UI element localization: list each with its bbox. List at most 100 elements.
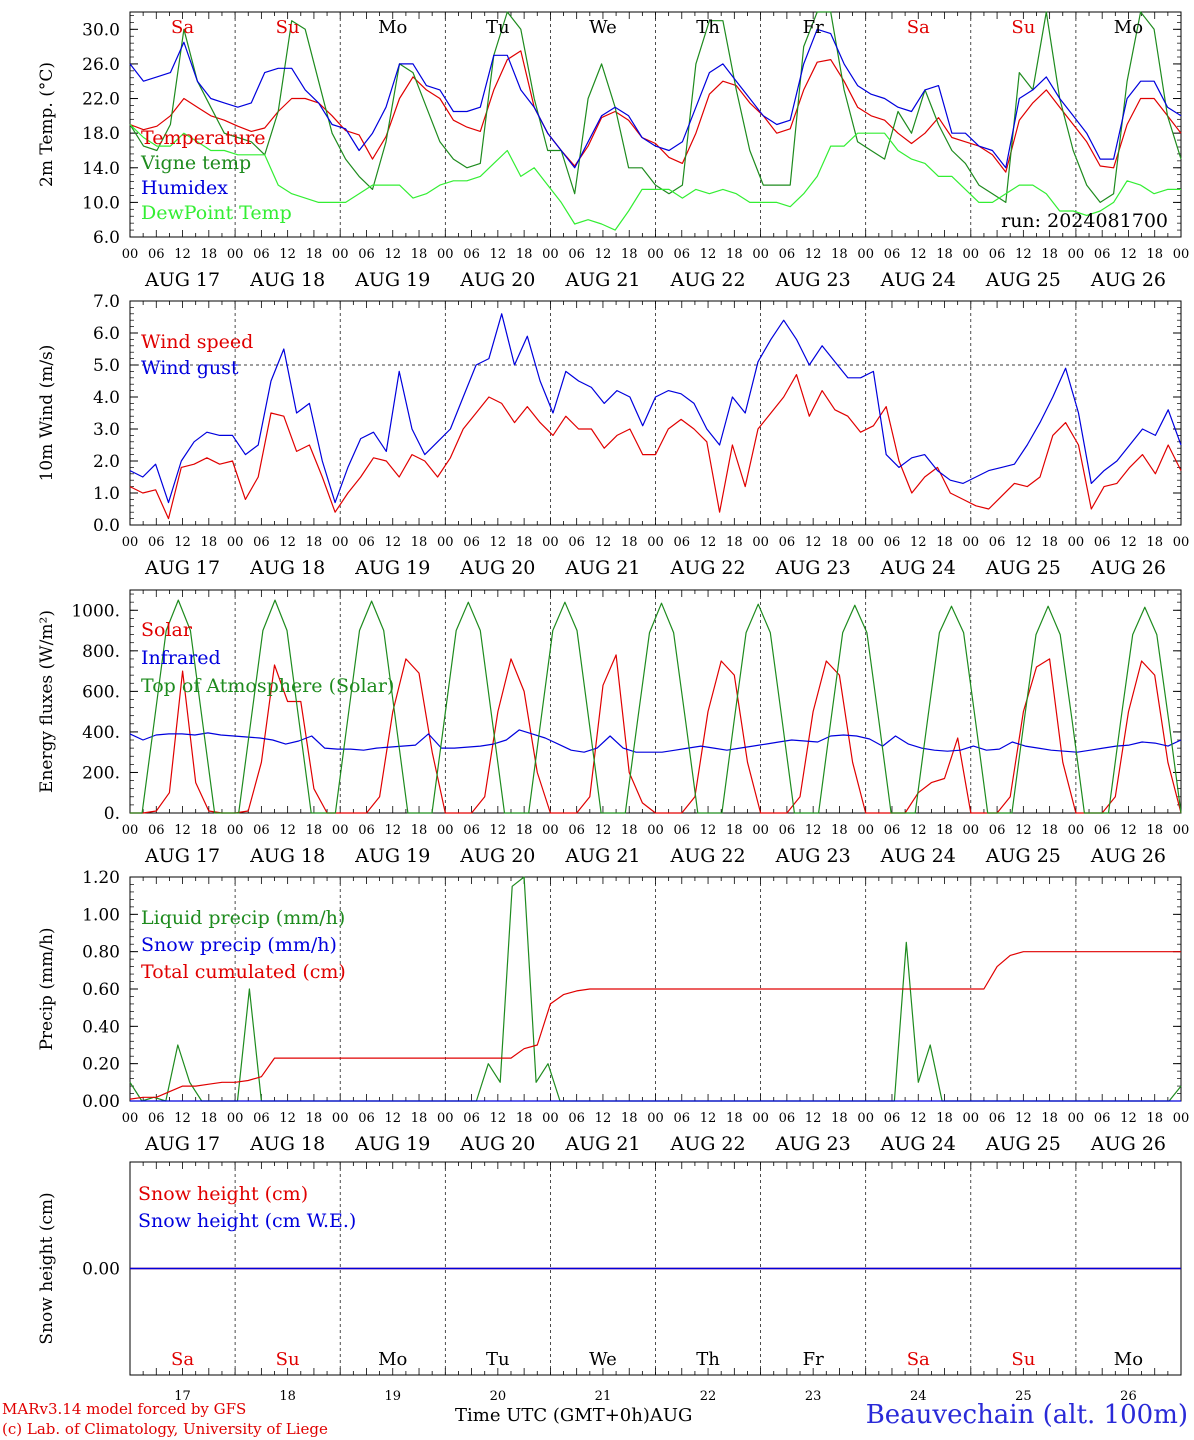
x-hour-label: 06 — [779, 535, 796, 550]
x-date-label: AUG 24 — [880, 557, 956, 579]
legend-entry: Snow height (cm) — [138, 1183, 308, 1205]
x-hour-label: 06 — [674, 247, 691, 262]
legend-entry: Snow precip (mm/h) — [141, 934, 337, 956]
x-date-label: AUG 21 — [564, 557, 640, 579]
x-hour-label: 12 — [1015, 247, 1032, 262]
weekday-label: Su — [1011, 17, 1035, 38]
y-tick-label: 18.0 — [82, 124, 120, 144]
x-hour-label: 12 — [490, 1111, 507, 1126]
x-hour-label: 00 — [227, 1111, 244, 1126]
y-tick-label: 1.00 — [82, 905, 120, 925]
weekday-label: Fr — [803, 17, 824, 38]
weekday-label: We — [589, 17, 617, 38]
x-hour-label: 12 — [1120, 247, 1137, 262]
x-hour-label: 18 — [306, 1111, 323, 1126]
x-hour-label: 06 — [253, 247, 270, 262]
x-date-label: AUG 24 — [880, 1133, 956, 1155]
x-hour-label: 12 — [700, 535, 717, 550]
series-line-dewpoint-temp — [129, 124, 1181, 231]
x-hour-label: 06 — [358, 823, 375, 838]
x-hour-label: 06 — [463, 1111, 480, 1126]
x-hour-label: 12 — [910, 247, 927, 262]
series-line-vigne-temp — [129, 11, 1182, 203]
legend-entry: Wind gust — [141, 357, 239, 379]
weekday-label: Mo — [1114, 17, 1143, 38]
day-number-label: 19 — [384, 1389, 401, 1404]
x-hour-label: 12 — [805, 823, 822, 838]
weekday-label: Mo — [378, 1349, 407, 1370]
x-hour-label: 18 — [621, 247, 638, 262]
y-tick-label: 4.0 — [93, 388, 120, 408]
x-hour-label: 12 — [910, 1111, 927, 1126]
x-hour-label: 18 — [1146, 247, 1163, 262]
panel-1 — [129, 11, 1182, 238]
x-hour-label: 00 — [963, 247, 980, 262]
weekday-label: Sa — [907, 17, 930, 38]
x-hour-label: 00 — [1068, 247, 1085, 262]
x-date-label: AUG 18 — [249, 269, 325, 291]
x-hour-label: 12 — [700, 247, 717, 262]
x-hour-label: 12 — [1120, 535, 1137, 550]
x-hour-label: 06 — [253, 535, 270, 550]
y-axis-title: 2m Temp. (°C) — [37, 62, 57, 187]
x-hour-label: 12 — [490, 823, 507, 838]
x-date-label: AUG 25 — [985, 557, 1061, 579]
x-date-label: AUG 19 — [354, 269, 430, 291]
legend-entry: DewPoint Temp — [141, 202, 292, 224]
x-hour-label: 12 — [384, 535, 401, 550]
x-hour-label: 12 — [805, 1111, 822, 1126]
y-tick-label: 5.0 — [93, 356, 120, 376]
x-hour-label: 06 — [463, 535, 480, 550]
x-hour-label: 00 — [542, 823, 559, 838]
weekday-label: Su — [276, 1349, 300, 1370]
x-hour-label: 18 — [726, 1111, 743, 1126]
x-hour-label: 00 — [857, 247, 874, 262]
panel-4 — [129, 876, 1182, 1102]
x-date-label: AUG 17 — [144, 845, 220, 867]
x-hour-label: 12 — [174, 535, 191, 550]
x-date-label: AUG 17 — [144, 269, 220, 291]
x-hour-label: 12 — [595, 1111, 612, 1126]
x-date-label: AUG 23 — [775, 269, 851, 291]
x-hour-label: 12 — [279, 535, 296, 550]
series-line-temperature — [129, 50, 1182, 173]
day-number-label: 25 — [1015, 1389, 1032, 1404]
x-hour-label: 06 — [779, 823, 796, 838]
y-tick-label: 0.40 — [82, 1017, 120, 1037]
x-date-label: AUG 21 — [564, 1133, 640, 1155]
x-hour-label: 18 — [1041, 823, 1058, 838]
x-hour-label: 18 — [411, 535, 428, 550]
x-date-label: AUG 22 — [669, 1133, 745, 1155]
x-hour-label: 18 — [201, 823, 218, 838]
x-date-label: AUG 18 — [249, 1133, 325, 1155]
series-line-infrared — [129, 729, 1182, 753]
day-number-label: 22 — [700, 1389, 717, 1404]
x-hour-label: 12 — [384, 1111, 401, 1126]
day-number-label: 23 — [805, 1389, 822, 1404]
x-hour-label: 06 — [253, 823, 270, 838]
y-tick-label: 26.0 — [82, 55, 120, 75]
x-hour-label: 06 — [568, 535, 585, 550]
y-tick-label: 0. — [104, 804, 120, 824]
x-hour-label: 12 — [1120, 1111, 1137, 1126]
x-hour-label: 06 — [148, 247, 165, 262]
x-hour-label: 12 — [595, 247, 612, 262]
weekday-label: Su — [276, 17, 300, 38]
x-hour-label: 06 — [779, 247, 796, 262]
x-hour-label: 18 — [831, 823, 848, 838]
weekday-label: Fr — [803, 1349, 824, 1370]
weekday-label: Tu — [486, 1349, 510, 1370]
x-hour-label: 12 — [174, 247, 191, 262]
x-hour-label: 12 — [174, 823, 191, 838]
series-line-total-cumulated-cm — [129, 951, 1181, 1100]
y-axis-title: Snow height (cm) — [37, 1192, 57, 1344]
x-date-label: AUG 25 — [985, 269, 1061, 291]
x-hour-label: 06 — [148, 823, 165, 838]
month-label: AUG — [649, 1405, 693, 1426]
x-hour-label: 18 — [831, 1111, 848, 1126]
x-hour-label: 06 — [1094, 247, 1111, 262]
x-hour-label: 18 — [621, 1111, 638, 1126]
y-tick-label: 22.0 — [82, 90, 120, 110]
x-date-label: AUG 19 — [354, 557, 430, 579]
weekday-label: We — [589, 1349, 617, 1370]
